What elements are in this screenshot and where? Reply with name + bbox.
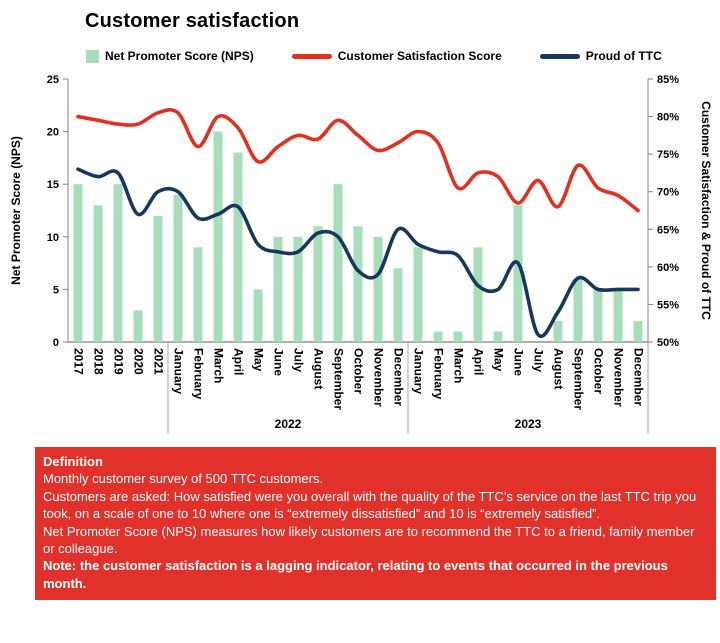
x-category-label: 2020 [132, 348, 146, 375]
x-category-label: 2018 [92, 348, 106, 375]
page-title: Customer satisfaction [85, 10, 300, 32]
definition-line-1: Monthly customer survey of 500 TTC custo… [43, 471, 324, 487]
x-category-label: May [492, 348, 506, 372]
x-category-label: January [172, 348, 186, 394]
y-right-tick-label: 70% [657, 187, 679, 199]
x-category-label: June [272, 348, 286, 376]
y-left-tick-label: 0 [53, 337, 59, 349]
nps-bar [233, 152, 243, 342]
x-category-label: January [412, 348, 426, 394]
x-category-label: 2021 [152, 348, 166, 375]
legend-item-nps: Net Promoter Score (NPS) [86, 49, 254, 63]
x-category-label: December [392, 348, 406, 406]
nps-bar [633, 320, 643, 342]
nps-bar [513, 205, 523, 342]
legend-label-csat: Customer Satisfaction Score [337, 49, 502, 63]
customer-satisfaction-chart: 0 5 10 15 20 25 50% 55% 60% 65% 70% 75% 80% 85% 2017 20… [9, 74, 713, 434]
y-right-tick-label: 75% [657, 149, 679, 161]
nps-bar [133, 310, 143, 342]
y-left-tick-label: 5 [53, 284, 59, 296]
x-category-label: March [212, 348, 226, 383]
x-category-label: November [372, 348, 386, 407]
y-right-tick-label: 85% [657, 74, 679, 86]
y-right-tick-label: 60% [657, 262, 679, 274]
x-category-label: October [592, 348, 606, 394]
nps-bar [73, 184, 83, 342]
x-category-label: September [572, 348, 586, 410]
x-group-label: 2022 [275, 417, 302, 431]
x-group-label: 2023 [515, 417, 542, 431]
x-category-label: 2017 [72, 348, 86, 375]
x-category-label: August [312, 348, 326, 389]
y-right-tick-label: 80% [657, 112, 679, 124]
nps-bar [413, 247, 423, 342]
nps-bar [593, 289, 603, 342]
nps-bar [213, 131, 223, 342]
y-left-tick-label: 20 [47, 127, 59, 139]
nps-bar [333, 184, 343, 342]
x-category-label: July [292, 348, 306, 372]
nps-swatch-icon [86, 49, 99, 63]
x-category-label: February [192, 348, 206, 400]
nps-bar [493, 331, 503, 342]
nps-bar [173, 194, 183, 342]
nps-bar [273, 236, 283, 342]
definition-box: Definition Monthly customer survey of 50… [35, 447, 716, 601]
y-left-tick-label: 10 [47, 232, 59, 244]
nps-bar [613, 289, 623, 342]
nps-bar [93, 205, 103, 342]
x-category-label: May [252, 348, 266, 372]
proud-line-swatch-icon [539, 53, 580, 59]
legend-item-proud: Proud of TTC [539, 49, 662, 63]
definition-note: Note: the customer satisfaction is a lag… [43, 558, 668, 591]
definition-title: Definition [43, 454, 103, 469]
x-category-label: November [612, 348, 626, 407]
legend-label-proud: Proud of TTC [585, 49, 662, 63]
nps-bar [253, 289, 263, 342]
y-right-tick-label: 65% [657, 224, 679, 236]
y-right-axis-title: Customer Satisfaction & Proud of TTC [699, 101, 713, 320]
y-right-tick-label: 55% [657, 299, 679, 311]
csat-line [76, 108, 640, 213]
nps-bar [373, 236, 383, 342]
y-left-axis-title: Net Promoter Score (NPS) [9, 136, 23, 285]
csat-line-swatch-icon [291, 53, 332, 59]
x-category-label: October [352, 348, 366, 394]
x-category-label: December [632, 348, 646, 406]
y-left-tick-label: 15 [47, 179, 59, 191]
x-category-label: September [332, 348, 346, 410]
x-category-label: February [432, 348, 446, 400]
nps-bar [293, 236, 303, 342]
x-category-label: March [452, 348, 466, 383]
x-category-label: 2019 [112, 348, 126, 375]
nps-bar [313, 226, 323, 342]
legend-item-csat: Customer Satisfaction Score [291, 49, 502, 63]
chart-legend: Net Promoter Score (NPS) Customer Satisf… [86, 49, 720, 63]
y-right-tick-label: 50% [657, 337, 679, 349]
nps-bar [193, 247, 203, 342]
legend-label-nps: Net Promoter Score (NPS) [105, 49, 254, 63]
nps-bar [573, 278, 583, 342]
x-category-label: April [472, 348, 486, 375]
nps-bar [553, 320, 563, 342]
x-category-label: August [552, 348, 566, 389]
nps-bar [473, 247, 483, 342]
nps-bar [453, 331, 463, 342]
definition-line-3: Net Promoter Score (NPS) measures how li… [43, 523, 695, 557]
nps-bar [353, 226, 363, 342]
x-category-label: June [512, 348, 526, 376]
nps-bar [433, 331, 443, 342]
x-category-label: April [232, 348, 246, 375]
nps-bar [153, 215, 163, 342]
nps-bar [393, 268, 403, 342]
y-left-tick-label: 25 [47, 74, 59, 86]
definition-line-2: Customers are asked: How satisfied were … [43, 488, 697, 522]
x-category-label: July [532, 348, 546, 372]
nps-bar [113, 184, 123, 342]
proud-of-ttc-line [76, 167, 640, 339]
